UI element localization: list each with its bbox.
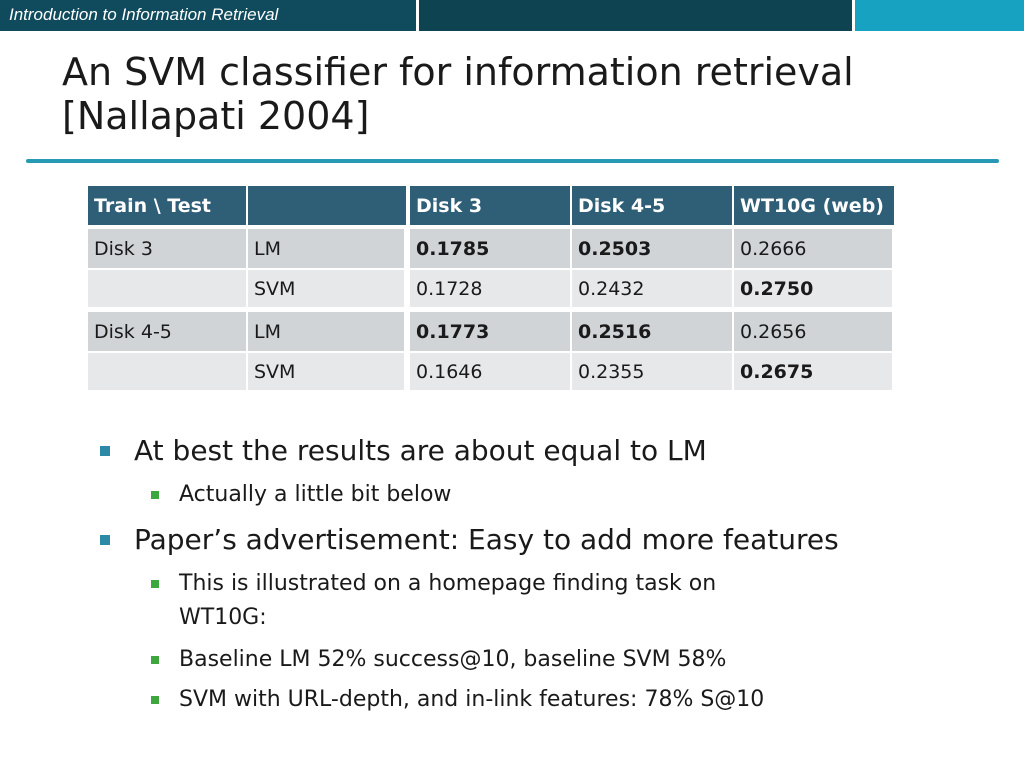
bullet-square-icon <box>100 535 110 545</box>
bullet-item: Paper’s advertisement: Easy to add more … <box>134 523 839 556</box>
banner-segment-middle <box>419 0 852 31</box>
table-cell: SVM <box>248 270 404 307</box>
sub-bullet-item: This is illustrated on a homepage findin… <box>179 571 717 596</box>
table-header-cell: Disk 4-5 <box>572 186 732 225</box>
table-cell: 0.1728 <box>410 270 570 307</box>
top-banner: Introduction to Information Retrieval <box>0 0 1024 31</box>
bullet-square-icon <box>151 696 159 704</box>
table-cell <box>88 270 246 307</box>
table-cell: LM <box>248 229 404 268</box>
table-cell: 0.2516 <box>572 312 732 351</box>
table-cell: LM <box>248 312 404 351</box>
sub-bullet-item: Actually a little bit below <box>179 482 452 507</box>
table-cell: 0.2656 <box>734 312 892 351</box>
bullet-square-icon <box>151 491 159 499</box>
table-header-cell: WT10G (web) <box>734 186 894 225</box>
table-cell: 0.2666 <box>734 229 892 268</box>
slide-title-line-1: An SVM classifier for information retrie… <box>62 50 854 94</box>
table-cell: 0.2503 <box>572 229 732 268</box>
table-header-cell: Train \ Test <box>88 186 246 225</box>
title-divider <box>26 159 999 163</box>
table-cell: 0.2432 <box>572 270 732 307</box>
slide-title-line-2: [Nallapati 2004] <box>62 94 370 138</box>
banner-segment-left <box>0 0 416 31</box>
bullet-square-icon <box>151 656 159 664</box>
table-cell: Disk 4-5 <box>88 312 246 351</box>
table-cell: 0.2355 <box>572 353 732 390</box>
table-cell: 0.1785 <box>410 229 570 268</box>
bullet-square-icon <box>151 580 159 588</box>
table-header-cell: Disk 3 <box>410 186 570 225</box>
banner-segment-right <box>855 0 1024 31</box>
table-header-cell <box>248 186 406 225</box>
sub-bullet-item: Baseline LM 52% success@10, baseline SVM… <box>179 647 727 672</box>
table-cell: 0.2675 <box>734 353 892 390</box>
table-cell: 0.1773 <box>410 312 570 351</box>
bullet-item: At best the results are about equal to L… <box>134 434 707 467</box>
course-title: Introduction to Information Retrieval <box>9 5 279 24</box>
sub-bullet-item: SVM with URL-depth, and in-link features… <box>179 687 765 712</box>
table-cell: SVM <box>248 353 404 390</box>
table-cell: 0.2750 <box>734 270 892 307</box>
sub-bullet-item: WT10G: <box>179 605 267 630</box>
table-cell: Disk 3 <box>88 229 246 268</box>
table-cell: 0.1646 <box>410 353 570 390</box>
slide-title: An SVM classifier for information retrie… <box>62 50 982 138</box>
table-cell <box>88 353 246 390</box>
bullet-square-icon <box>100 446 110 456</box>
